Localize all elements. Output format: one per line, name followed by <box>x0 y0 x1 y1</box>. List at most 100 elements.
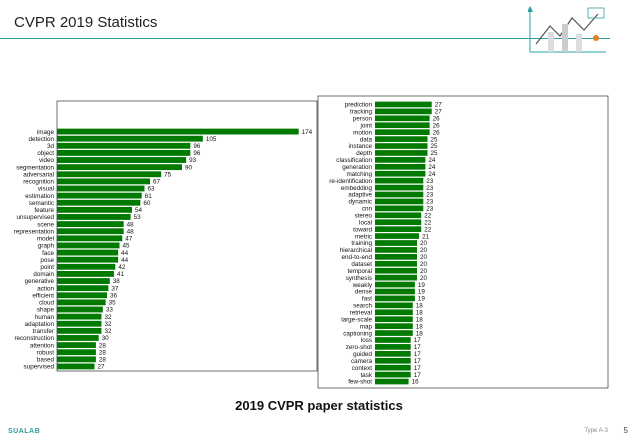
bar <box>375 281 415 288</box>
bar <box>375 205 424 212</box>
bar <box>57 270 114 277</box>
data-label: 23 <box>426 199 434 206</box>
category-label: loss <box>361 337 372 344</box>
bar <box>375 316 413 323</box>
bar <box>57 356 96 363</box>
bar <box>57 157 187 163</box>
data-label: 35 <box>109 300 117 307</box>
bar <box>375 344 411 350</box>
category-label: cloud <box>39 300 55 307</box>
data-label: 19 <box>418 296 426 303</box>
data-label: 30 <box>102 335 110 342</box>
data-label: 23 <box>426 206 434 213</box>
bar <box>57 235 123 242</box>
category-label: joint <box>359 122 372 129</box>
bar <box>57 178 151 185</box>
page-number: 5 <box>623 426 628 435</box>
data-label: 96 <box>193 150 201 157</box>
category-label: dynamic <box>349 199 372 206</box>
data-label: 28 <box>99 342 107 349</box>
bar <box>375 288 415 295</box>
data-label: 45 <box>123 243 131 250</box>
bar <box>375 198 424 205</box>
data-label: 32 <box>104 328 112 335</box>
bar <box>375 233 420 239</box>
bar <box>57 214 131 220</box>
category-label: model <box>37 236 54 243</box>
category-label: camera <box>351 358 372 365</box>
category-label: motion <box>353 129 372 136</box>
category-label: data <box>360 136 373 143</box>
title-divider <box>0 38 610 39</box>
data-label: 67 <box>153 179 161 186</box>
data-label: 24 <box>428 157 436 164</box>
bar <box>57 171 162 178</box>
data-label: 28 <box>99 357 107 364</box>
category-label: recognition <box>23 179 54 186</box>
slide-title: CVPR 2019 Statistics <box>14 14 158 31</box>
data-label: 20 <box>420 275 428 282</box>
data-label: 61 <box>145 193 153 200</box>
category-label: shape <box>37 307 55 314</box>
category-label: action <box>37 285 54 292</box>
bar <box>375 191 424 198</box>
data-label: 27 <box>435 109 443 116</box>
data-label: 63 <box>148 186 156 193</box>
chart-frame <box>317 95 609 389</box>
data-label: 22 <box>424 212 432 219</box>
category-label: domain <box>33 271 54 278</box>
category-label: stereo <box>354 212 372 219</box>
category-label: metric <box>355 233 372 240</box>
data-label: 23 <box>426 185 434 192</box>
bar <box>375 184 424 191</box>
category-label: robust <box>36 349 54 356</box>
data-label: 90 <box>185 164 193 171</box>
bar <box>375 260 417 267</box>
category-label: generation <box>342 164 372 171</box>
decorative-logo-icon <box>528 6 606 53</box>
data-label: 36 <box>110 292 118 299</box>
bar <box>57 242 120 249</box>
bar <box>375 267 417 274</box>
category-label: point <box>40 264 54 271</box>
category-label: object <box>37 150 54 157</box>
bar <box>57 335 99 341</box>
category-label: dataset <box>351 261 372 268</box>
footer-brand: SUALAB <box>8 428 41 435</box>
data-label: 53 <box>134 214 142 221</box>
bar <box>375 122 430 129</box>
data-label: 26 <box>433 122 441 129</box>
bar <box>57 221 124 228</box>
bar <box>57 185 145 192</box>
bar <box>375 136 428 142</box>
category-label: segmentation <box>16 164 54 171</box>
category-label: retrieval <box>350 309 372 316</box>
data-label: 32 <box>104 314 112 321</box>
category-label: based <box>37 357 55 364</box>
data-label: 25 <box>431 143 439 150</box>
bar <box>375 357 411 364</box>
bar <box>375 143 428 149</box>
bar <box>375 371 411 378</box>
data-label: 47 <box>125 236 133 243</box>
data-label: 21 <box>422 233 430 240</box>
category-label: video <box>39 157 55 164</box>
category-label: tracking <box>350 109 373 116</box>
data-label: 26 <box>433 129 441 136</box>
data-label: 25 <box>431 136 439 143</box>
data-label: 17 <box>414 372 422 379</box>
data-label: 32 <box>104 321 112 328</box>
data-label: 48 <box>127 221 135 228</box>
bar <box>57 292 107 299</box>
category-label: person <box>353 116 373 123</box>
data-label: 48 <box>127 228 135 235</box>
category-label: graph <box>38 243 55 250</box>
data-label: 20 <box>420 240 428 247</box>
bar <box>57 349 96 356</box>
category-label: zero-shot <box>346 344 372 351</box>
bar <box>375 240 417 246</box>
category-label: feature <box>34 207 54 214</box>
data-label: 17 <box>414 358 422 365</box>
category-label: adaptive <box>348 192 372 199</box>
data-label: 96 <box>193 143 201 150</box>
